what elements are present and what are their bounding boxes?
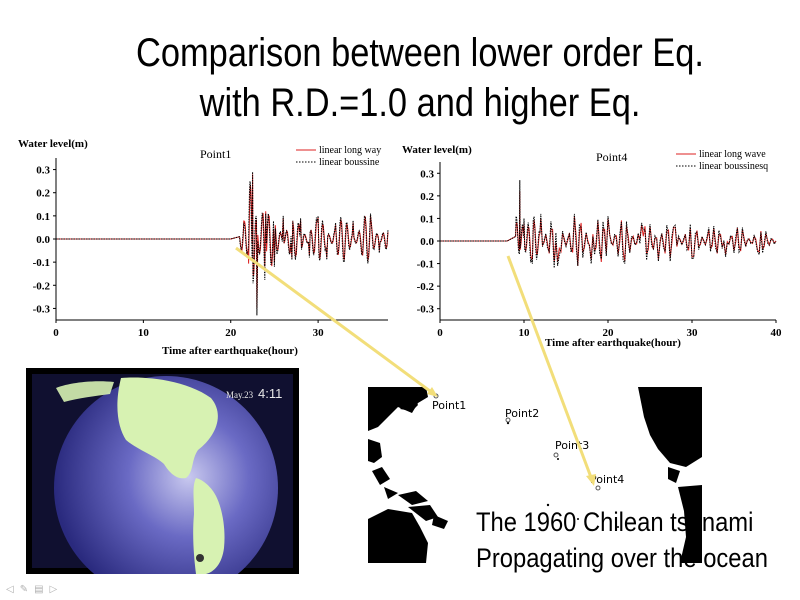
chart1-xlabel: Time after earthquake(hour): [162, 345, 298, 356]
y-tick-label: 0.2: [36, 188, 50, 200]
globe-timestamp-time: 4:11: [258, 386, 283, 401]
series-line-linear-long-wave: [56, 174, 389, 309]
slide-nav-bar: ◁ ✎ ▤ ▷: [6, 584, 57, 595]
point4-marker: [595, 485, 601, 491]
menu-icon[interactable]: ▤: [34, 584, 44, 595]
y-tick-label: 0.2: [420, 191, 434, 203]
point3-label: Point3: [555, 439, 589, 452]
chart1-title: Point1: [200, 147, 231, 161]
prev-icon[interactable]: ◁: [6, 584, 14, 595]
x-tick-label: 0: [437, 327, 443, 339]
x-tick-label: 40: [771, 327, 783, 339]
y-tick-label: 0.0: [36, 234, 50, 246]
chart1-legend-2: linear boussine: [319, 157, 380, 168]
caption-line-2: Propagating over the ocean: [476, 543, 768, 573]
x-tick-label: 30: [687, 327, 699, 339]
caption-line-1: The 1960 Chilean tsunami: [476, 507, 754, 537]
y-tick-label: 0.3: [420, 168, 434, 180]
chart-point4: Water level(m) Point4 linear long wave l…: [402, 144, 783, 349]
y-tick-label: -0.2: [417, 281, 435, 293]
chart2-legend-2: linear boussinesq: [699, 161, 768, 172]
y-tick-label: 0.1: [36, 211, 50, 223]
slide-title-line-1: Comparison between lower order Eq.: [136, 31, 704, 75]
chart1-legend-1: linear long way: [319, 145, 381, 156]
point1-label: Point1: [432, 399, 466, 412]
chart2-ylabel: Water level(m): [402, 144, 472, 156]
y-tick-label: 0.1: [420, 213, 434, 225]
x-tick-label: 10: [519, 327, 531, 339]
chart2-xlabel: Time after earthquake(hour): [545, 337, 681, 349]
x-tick-label: 0: [53, 327, 59, 339]
slide-title-line-2: with R.D.=1.0 and higher Eq.: [199, 81, 641, 125]
series-line-linear-boussinesq: [56, 171, 389, 316]
point4-label: Point4: [590, 473, 624, 486]
y-tick-label: 0.0: [420, 236, 434, 248]
x-tick-label: 30: [313, 327, 325, 339]
y-tick-label: -0.2: [33, 280, 51, 292]
y-tick-label: -0.1: [417, 259, 434, 271]
chart1-ylabel: Water level(m): [18, 138, 88, 150]
y-tick-label: 0.3: [36, 165, 50, 177]
globe-image: [26, 368, 299, 574]
next-icon[interactable]: ▷: [49, 584, 58, 595]
x-tick-label: 20: [225, 327, 237, 339]
y-tick-label: -0.3: [33, 303, 51, 315]
y-tick-label: -0.1: [33, 257, 50, 269]
series-line-linear-boussinesq: [440, 180, 777, 268]
point2-label: Point2: [505, 407, 539, 420]
globe-timestamp-date: May.23: [226, 390, 254, 400]
x-tick-label: 10: [138, 327, 150, 339]
chart2-legend-1: linear long wave: [699, 149, 766, 160]
y-tick-label: -0.3: [417, 304, 435, 316]
chart-point1: Water level(m) Point1 linear long way li…: [18, 138, 389, 356]
globe-animation-frame: May.23 4:11: [26, 368, 299, 574]
chart2-title: Point4: [596, 150, 627, 164]
pen-icon[interactable]: ✎: [19, 584, 29, 595]
x-tick-label: 20: [603, 327, 615, 339]
